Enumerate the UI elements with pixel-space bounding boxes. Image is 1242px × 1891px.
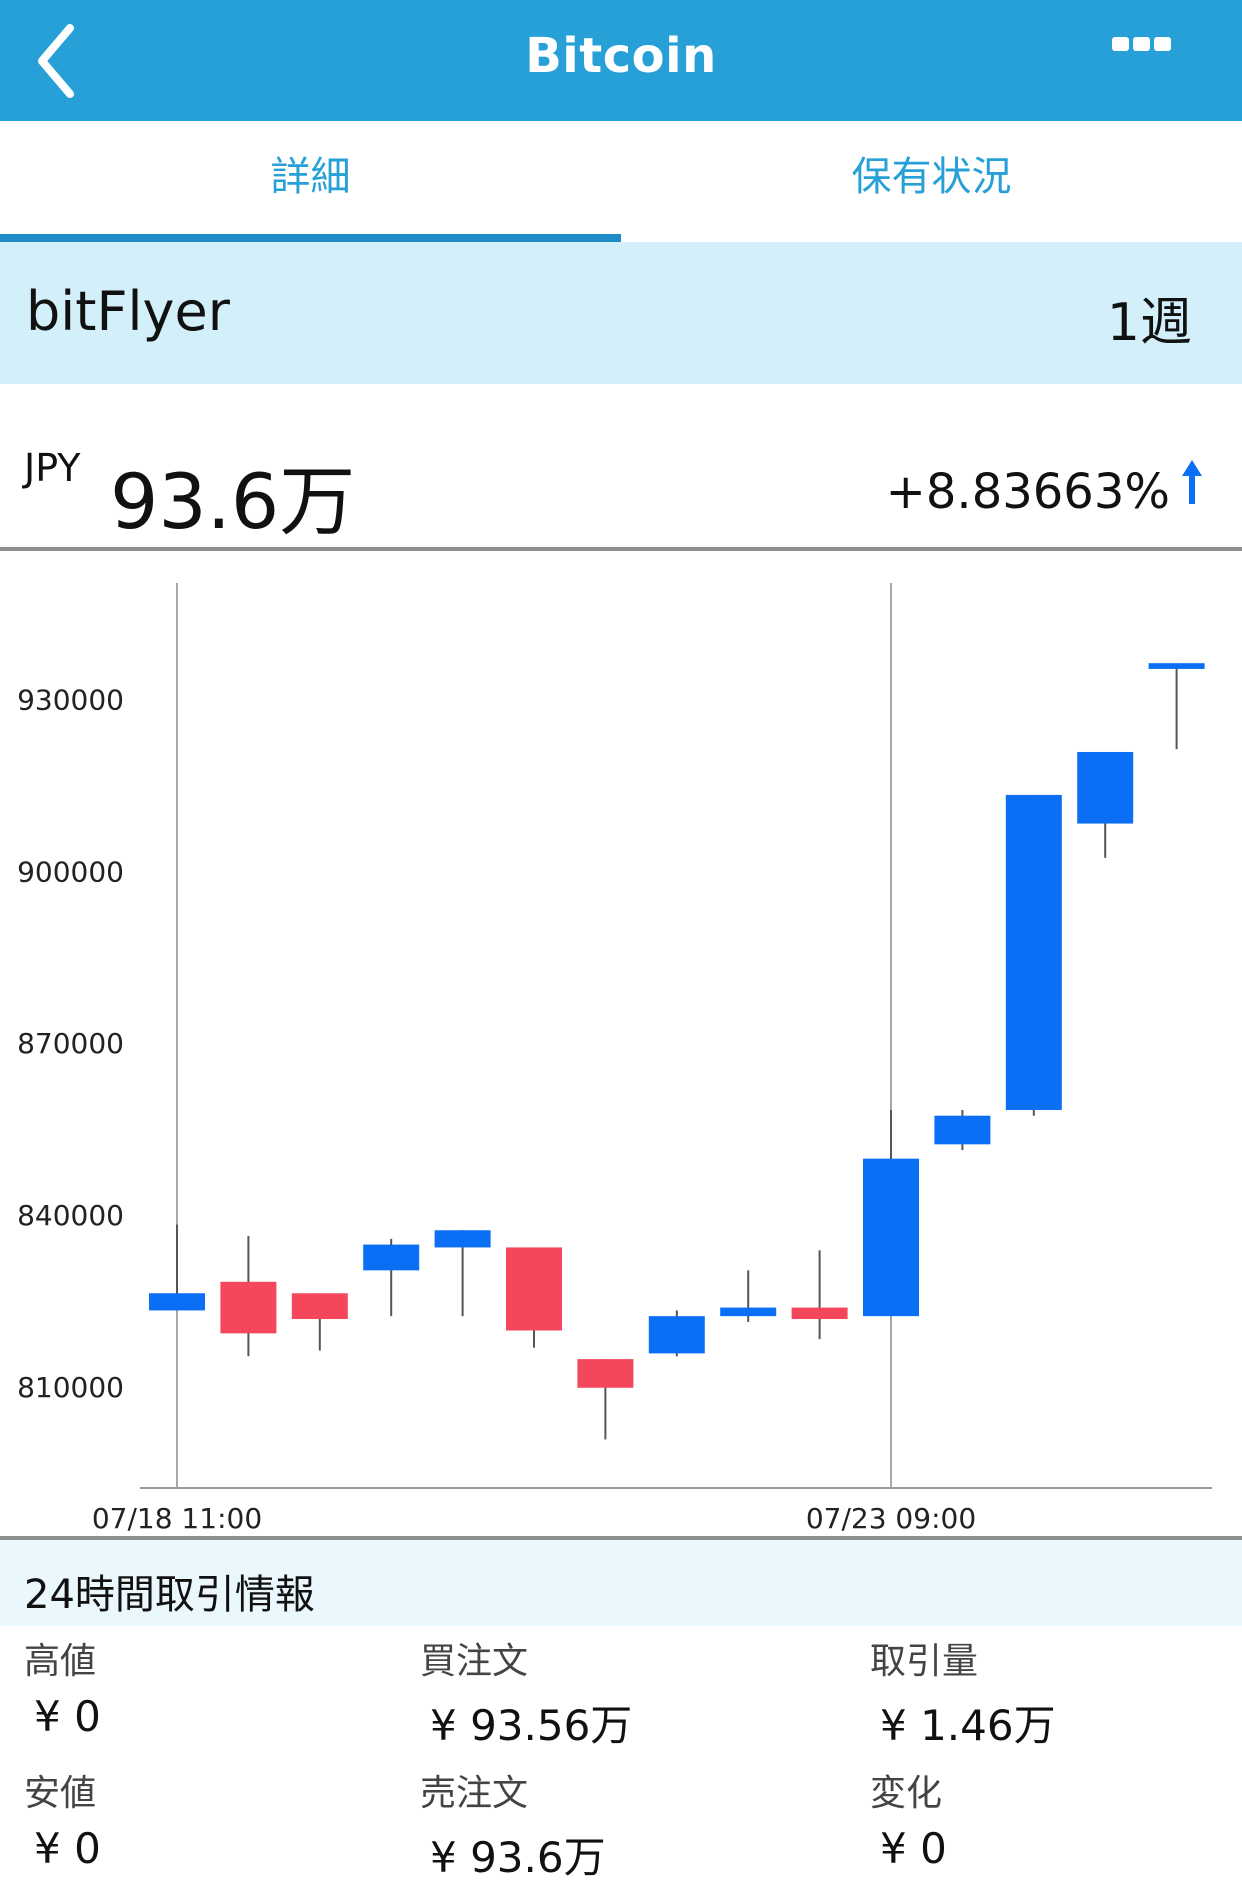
candle-down: [506, 1247, 562, 1331]
high-label: 高値: [24, 1641, 97, 1682]
bid-label: 買注文: [420, 1641, 529, 1682]
candle-up: [720, 1307, 777, 1317]
candle-up: [648, 1316, 705, 1354]
high-value: ¥ 0: [34, 1692, 101, 1741]
page-title: Bitcoin: [525, 28, 717, 84]
low-label: 安値: [24, 1773, 97, 1814]
candle-down: [577, 1359, 634, 1388]
price-change: +8.83663%: [885, 464, 1170, 520]
exchange-bar: bitFlyer 1週: [0, 242, 1242, 384]
candle-up: [1077, 751, 1134, 824]
x-tick-label: 07/23 09:00: [806, 1502, 976, 1534]
price-candlestick-chart: 930000 900000 870000 840000 810000 07/18 11:…: [17, 583, 1212, 1534]
candle-up: [934, 1115, 991, 1145]
chevron-left-icon[interactable]: [28, 16, 118, 106]
trade-info-header: 24時間取引情報: [0, 1540, 1242, 1626]
bid-value: ¥ 93.56万: [430, 1701, 633, 1750]
candle-up: [1005, 794, 1062, 1110]
volume-label: 取引量: [870, 1641, 979, 1682]
divider-bottom: [0, 1536, 1242, 1540]
candle-down: [220, 1281, 277, 1334]
y-tick-label: 840000: [17, 1199, 124, 1232]
candle-up: [863, 1158, 919, 1317]
price-summary: JPY 93.6万 +8.83663%: [0, 384, 1242, 549]
tab-holdings[interactable]: 保有状況: [851, 154, 1012, 200]
active-tab-indicator: [0, 234, 621, 242]
trade-info-title: 24時間取引情報: [24, 1572, 315, 1618]
candle-up: [434, 1230, 491, 1248]
change-value: ¥ 0: [880, 1824, 947, 1873]
y-tick-label: 900000: [17, 855, 124, 888]
candle-up: [363, 1244, 420, 1271]
divider-top: [0, 547, 1242, 551]
nav-bar: Bitcoin: [0, 0, 1242, 121]
low-value: ¥ 0: [34, 1824, 101, 1873]
candle-up: [149, 1293, 205, 1311]
y-tick-label: 810000: [17, 1371, 124, 1404]
currency-label: JPY: [24, 446, 81, 490]
period-selector[interactable]: 1週: [1106, 293, 1192, 353]
x-tick-label: 07/18 11:00: [92, 1502, 262, 1534]
y-tick-label: 930000: [17, 684, 124, 717]
change-label: 変化: [870, 1773, 943, 1814]
ask-label: 売注文: [420, 1773, 529, 1814]
exchange-name[interactable]: bitFlyer: [26, 280, 230, 343]
tab-details[interactable]: 詳細: [270, 154, 351, 200]
candle-up: [1148, 663, 1205, 669]
current-price: 93.6万: [110, 457, 356, 546]
more-dots-icon[interactable]: [1112, 36, 1182, 66]
arrow-up-icon: [1182, 460, 1202, 504]
tab-bar: 詳細 保有状況: [0, 121, 1242, 242]
ask-value: ¥ 93.6万: [430, 1833, 606, 1882]
y-tick-label: 870000: [17, 1027, 124, 1060]
candle-down: [291, 1293, 348, 1320]
volume-value: ¥ 1.46万: [880, 1701, 1056, 1750]
candle-down: [791, 1307, 848, 1320]
